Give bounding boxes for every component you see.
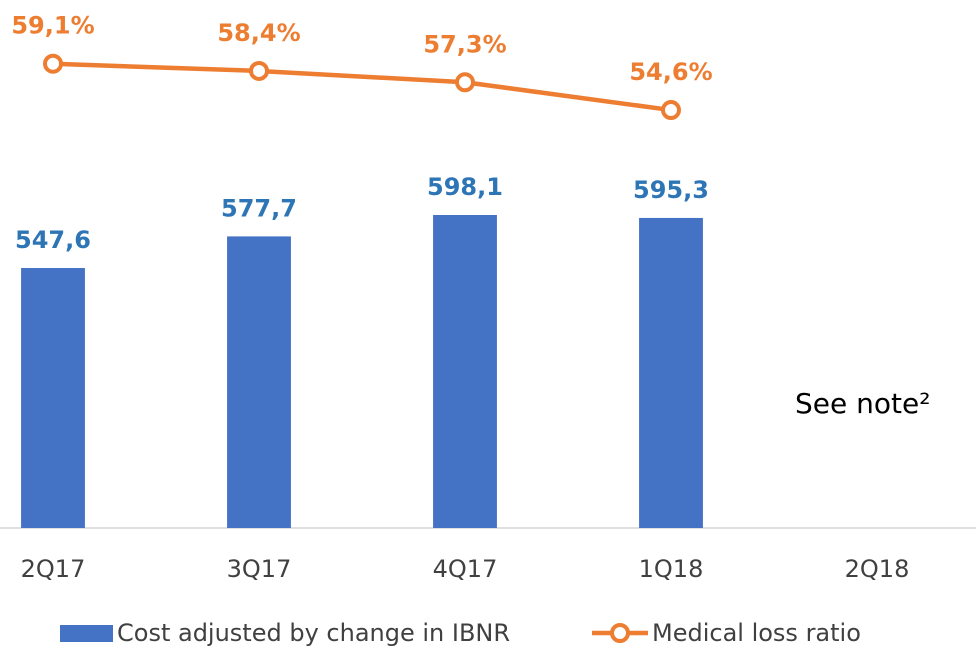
data-label: 54,6%: [629, 58, 712, 86]
x-tick-label: 2Q18: [845, 555, 910, 583]
x-tick-label: 3Q17: [227, 555, 292, 583]
data-label: 595,3: [633, 176, 709, 204]
x-tick-label: 1Q18: [639, 555, 704, 583]
bar: [227, 236, 291, 529]
line-marker: [661, 100, 681, 121]
bar: [639, 217, 703, 528]
x-tick-label: 2Q17: [21, 555, 86, 583]
line-marker: [249, 60, 269, 81]
data-label: 59,1%: [11, 12, 94, 40]
data-label: 58,4%: [217, 19, 300, 47]
data-label: 547,6: [15, 226, 91, 254]
data-label: 577,7: [221, 194, 297, 222]
bar: [21, 268, 85, 528]
line-marker: [455, 72, 475, 93]
legend-marker: [610, 623, 630, 643]
data-label: 598,1: [427, 173, 503, 201]
x-tick-label: 4Q17: [433, 555, 498, 583]
bar: [433, 214, 497, 528]
legend-swatch: [60, 625, 113, 642]
line: [52, 61, 672, 113]
line-marker: [43, 53, 63, 74]
data-label: 57,3%: [423, 30, 506, 58]
legend-label: Medical loss ratio: [652, 619, 861, 647]
legend-label: Cost adjusted by change in IBNR: [117, 619, 510, 647]
annotation: See note²: [795, 387, 930, 420]
